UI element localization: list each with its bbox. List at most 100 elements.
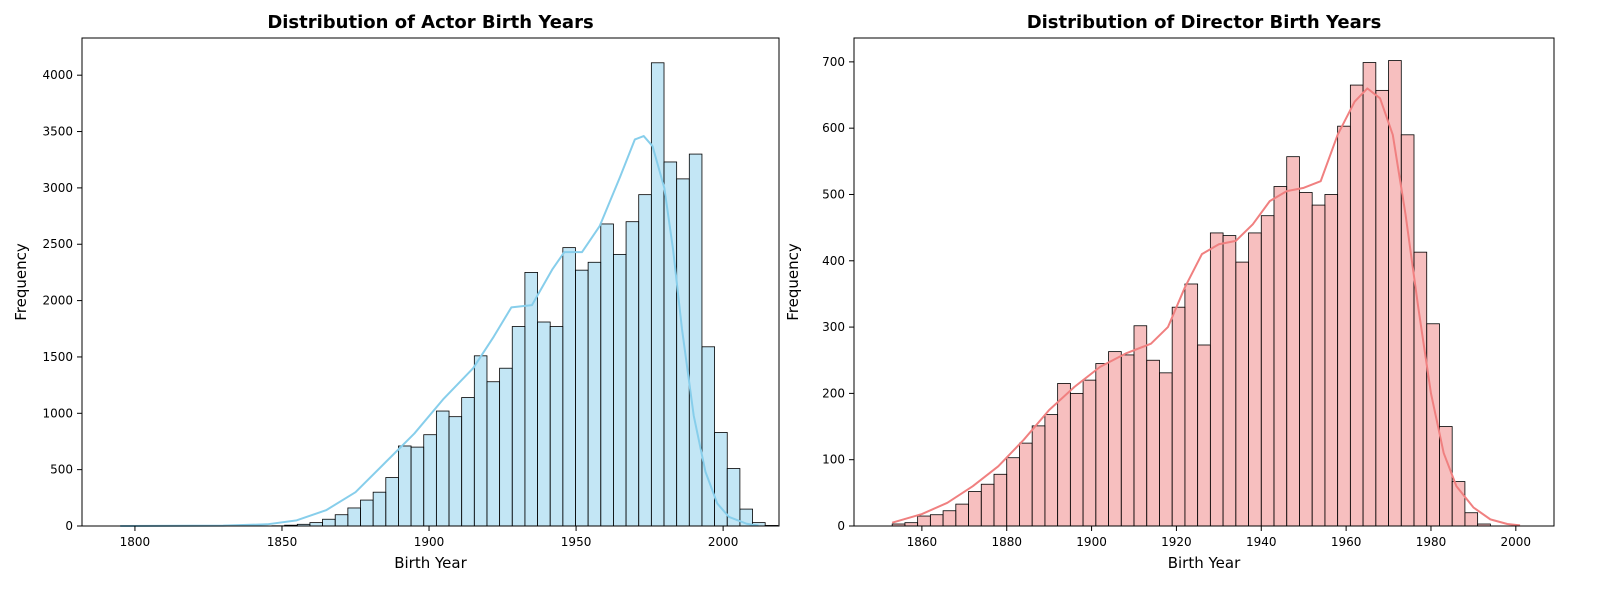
histogram-bar <box>1159 372 1173 527</box>
histogram-bar <box>511 326 526 527</box>
y-tick-label: 0 <box>65 519 73 533</box>
histogram-bar <box>448 416 463 527</box>
y-tick-label: 4000 <box>42 68 73 82</box>
histogram-bar <box>410 446 425 527</box>
y-tick-label: 3500 <box>42 125 73 139</box>
histogram-bar <box>1057 383 1071 527</box>
x-tick-label: 1900 <box>414 535 445 549</box>
histogram-bar <box>473 355 488 527</box>
histogram-bar <box>600 223 614 527</box>
histogram-bar <box>1260 215 1275 527</box>
y-tick-label: 700 <box>822 55 845 69</box>
histogram-bar <box>1299 192 1313 527</box>
histogram-bar <box>955 503 969 527</box>
histogram-bar <box>334 514 349 527</box>
director-birth-years-panel: Distribution of Director Birth Years Bir… <box>784 12 1555 572</box>
histogram-bar <box>1248 232 1262 527</box>
y-tick-label: 0 <box>837 519 845 533</box>
x-tick-label: 1800 <box>120 535 151 549</box>
x-tick-label: 1880 <box>991 535 1022 549</box>
histogram-bars <box>271 62 779 527</box>
histogram-bar <box>1146 359 1160 527</box>
histogram-bar <box>701 346 716 527</box>
histogram-bar <box>1095 363 1109 527</box>
histogram-bar <box>1311 204 1326 527</box>
x-axis: 1800 1850 1900 1950 2000 <box>120 526 739 549</box>
histogram-bar <box>1019 442 1033 527</box>
histogram-bar <box>1171 306 1186 527</box>
histogram-bar <box>309 522 323 527</box>
histogram-bar <box>461 397 475 527</box>
histogram-bar <box>1375 89 1389 527</box>
histogram-bar <box>372 491 387 527</box>
histogram-bar <box>575 269 589 527</box>
y-axis-label: Frequency <box>784 243 802 321</box>
x-axis-label: Birth Year <box>1168 554 1241 572</box>
plot-frame <box>81 37 780 527</box>
x-tick-label: 1980 <box>1416 535 1447 549</box>
histogram-bar <box>1349 84 1364 527</box>
x-tick-label: 1940 <box>1246 535 1277 549</box>
chart-title: Distribution of Actor Birth Years <box>267 12 593 33</box>
y-tick-label: 2500 <box>42 237 73 251</box>
y-tick-label: 200 <box>822 386 845 400</box>
histogram-bar <box>1464 512 1479 527</box>
histogram-bar <box>942 510 957 527</box>
histogram-bar <box>1120 354 1135 527</box>
histogram-bar <box>360 499 374 527</box>
histogram-bar <box>1324 194 1339 527</box>
histogram-bar <box>1044 414 1059 527</box>
y-axis: 0 100 200 300 400 500 600 700 <box>822 55 854 533</box>
histogram-bar <box>917 515 931 527</box>
y-tick-label: 1000 <box>42 406 73 420</box>
kde-line <box>120 135 759 527</box>
histogram-bar <box>499 367 513 527</box>
plot-area: 1860 1880 1900 1920 1940 1960 1980 2000 0 100 200 3… <box>822 37 1555 549</box>
actor-birth-years-panel: Distribution of Actor Birth Years Birth … <box>12 12 780 572</box>
histogram-bar <box>524 272 538 527</box>
histogram-bar <box>1286 156 1300 527</box>
y-axis: 0 500 1000 1500 2000 2500 3000 3500 4000 <box>42 68 82 533</box>
x-tick-label: 2000 <box>708 535 739 549</box>
histogram-bar <box>423 434 437 527</box>
histogram-bar <box>968 491 982 527</box>
histogram-bar <box>993 473 1008 527</box>
histogram-bar <box>398 445 412 527</box>
x-axis: 1860 1880 1900 1920 1940 1960 1980 2000 <box>907 526 1531 549</box>
histogram-bar <box>613 253 627 527</box>
y-tick-label: 3000 <box>42 181 73 195</box>
histogram-bar <box>663 161 678 527</box>
histogram-bar <box>587 261 602 527</box>
histogram-bar <box>1069 392 1084 527</box>
y-tick-label: 2000 <box>42 294 73 308</box>
histogram-bar <box>638 194 652 527</box>
y-tick-label: 1500 <box>42 350 73 364</box>
histogram-bar <box>347 507 361 527</box>
x-tick-label: 1860 <box>907 535 938 549</box>
y-tick-label: 300 <box>822 320 845 334</box>
histogram-bar <box>549 326 564 527</box>
x-axis-label: Birth Year <box>394 554 467 572</box>
histogram-bars <box>891 60 1491 527</box>
y-axis-label: Frequency <box>12 243 30 321</box>
x-tick-label: 1960 <box>1331 535 1362 549</box>
histogram-bar <box>322 518 336 527</box>
histogram-bar <box>486 381 501 527</box>
y-tick-label: 400 <box>822 254 845 268</box>
histogram-bar <box>1209 232 1224 527</box>
histogram-bar <box>537 321 551 527</box>
histogram-bar <box>1082 379 1097 527</box>
chart-title: Distribution of Director Birth Years <box>1027 12 1382 33</box>
histogram-bar <box>1362 62 1377 527</box>
histogram-bar <box>1184 283 1199 527</box>
y-tick-label: 500 <box>50 463 73 477</box>
y-tick-label: 600 <box>822 121 845 135</box>
plot-area: 1800 1850 1900 1950 2000 0 500 1000 1500 2000 2500… <box>42 37 780 549</box>
x-tick-label: 1850 <box>267 535 298 549</box>
x-tick-label: 1900 <box>1076 535 1107 549</box>
x-tick-label: 1920 <box>1161 535 1192 549</box>
histogram-bar <box>980 483 995 527</box>
histogram-bar <box>1031 425 1046 527</box>
plot-frame <box>853 37 1555 527</box>
